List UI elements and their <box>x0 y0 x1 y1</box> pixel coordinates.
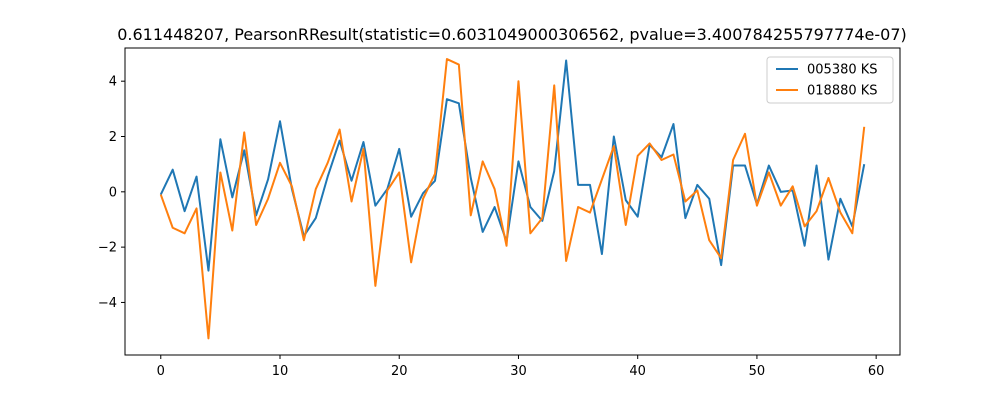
plot-area: 0 10 20 30 40 50 60 −4 −2 0 2 4 005380 KS 018880 KS <box>98 47 901 379</box>
x-tick-label: 50 <box>749 364 766 379</box>
x-tick-label: 10 <box>272 364 289 379</box>
legend-label-1: 005380 KS <box>807 63 878 78</box>
x-tick-label: 30 <box>510 364 527 379</box>
legend-box <box>766 56 894 104</box>
axes-frame <box>124 47 901 356</box>
chart-title: 0.611448207, PearsonRResult(statistic=0.… <box>117 25 907 44</box>
x-tick-label: 40 <box>629 364 646 379</box>
y-tick-label: 4 <box>109 75 117 90</box>
series-line-1 <box>159 59 866 272</box>
series-line-2 <box>159 58 866 340</box>
y-tick-label: −2 <box>98 241 117 256</box>
y-tick-label: 0 <box>109 185 117 200</box>
y-tick-label: −4 <box>98 296 117 311</box>
x-tick-label: 60 <box>868 364 885 379</box>
legend-label-2: 018880 KS <box>807 84 878 99</box>
x-tick-label: 20 <box>391 364 408 379</box>
y-tick-label: 2 <box>109 130 117 145</box>
x-tick-label: 0 <box>157 364 165 379</box>
